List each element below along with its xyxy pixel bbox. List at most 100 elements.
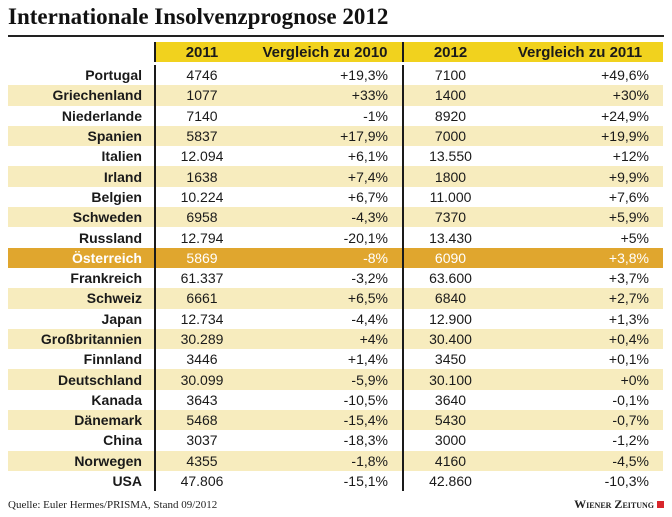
value-2011-cell: 6958 xyxy=(154,207,248,228)
change-2011-cell: +5% xyxy=(620,229,649,246)
country-cell: USA xyxy=(112,473,142,490)
value-2011-cell: 47.806 xyxy=(154,470,248,492)
change-2010-cell: +7,4% xyxy=(248,166,403,187)
table-row: Frankreich 61.337 -3,2% 63.600 +3,7% xyxy=(8,267,663,289)
change-2011-cell: +0% xyxy=(497,369,663,390)
table-row: Griechenland 1077 +33% 1400 +30% xyxy=(8,85,663,106)
country-cell: Irland xyxy=(8,166,155,187)
country-cell: Russland xyxy=(78,229,142,246)
change-2010-cell: -15,1% xyxy=(343,473,388,490)
change-2011-cell: +3,7% xyxy=(608,270,649,287)
chart-title: Internationale Insolvenzprognose 2012 xyxy=(8,4,389,29)
value-2011-cell: 10.224 xyxy=(154,186,248,208)
value-2011-cell: 4746 xyxy=(154,63,248,86)
value-2012-cell: 30.400 xyxy=(402,328,497,350)
value-2012-cell: 11.000 xyxy=(402,186,497,208)
change-2011-cell: +30% xyxy=(497,85,663,106)
change-2010-cell: -1% xyxy=(363,107,388,124)
country-cell: Griechenland xyxy=(8,85,155,106)
header-change-2011: Vergleich zu 2011 xyxy=(497,42,663,65)
change-2010-cell: -20,1% xyxy=(343,229,388,246)
value-2012-cell: 7000 xyxy=(402,125,497,147)
change-2010-cell: +1,4% xyxy=(347,351,388,368)
value-2012-cell: 4160 xyxy=(402,450,497,471)
value-2012-cell: 8920 xyxy=(402,105,497,126)
change-2010-cell: +17,9% xyxy=(248,125,403,147)
header-row: 2011 Vergleich zu 2010 2012 Vergleich zu… xyxy=(8,42,663,65)
value-2012-cell: 13.430 xyxy=(402,227,497,248)
table-row: Italien 12.094 +6,1% 13.550 +12% xyxy=(8,146,663,167)
header-country xyxy=(8,42,155,65)
change-2011-cell: +24,9% xyxy=(601,107,649,124)
change-2010-cell: +19,3% xyxy=(340,67,388,84)
country-cell: China xyxy=(103,432,142,449)
brand-logo: Wiener Zeitung xyxy=(574,497,664,512)
country-cell: Deutschland xyxy=(8,369,155,390)
source-note: Quelle: Euler Hermes/PRISMA, Stand 09/20… xyxy=(8,499,218,511)
change-2011-cell: +49,6% xyxy=(601,67,649,84)
brand-square-icon xyxy=(657,501,664,508)
value-2012-cell: 13.550 xyxy=(402,146,497,167)
country-cell: Finnland xyxy=(83,351,142,368)
header-change-2010: Vergleich zu 2010 xyxy=(248,42,403,65)
country-cell: Frankreich xyxy=(70,270,142,287)
change-2010-cell: +6,7% xyxy=(347,188,388,205)
value-2012-cell: 7100 xyxy=(402,63,497,86)
change-2011-cell: +19,9% xyxy=(497,125,663,147)
value-2011-cell: 30.099 xyxy=(154,369,248,390)
table-row: China 3037 -18,3% 3000 -1,2% xyxy=(8,430,663,451)
table-row: Finnland 3446 +1,4% 3450 +0,1% xyxy=(8,349,663,370)
change-2011-cell: -1,2% xyxy=(612,432,649,449)
change-2010-cell: +6,1% xyxy=(347,148,388,165)
country-cell: Dänemark xyxy=(8,410,155,431)
change-2010-cell: -5,9% xyxy=(248,369,403,390)
change-2011-cell: +3,8% xyxy=(497,247,663,268)
change-2010-cell: -1,8% xyxy=(248,450,403,471)
value-2011-cell: 3446 xyxy=(154,349,248,370)
table-row: Russland 12.794 -20,1% 13.430 +5% xyxy=(8,227,663,248)
table-row: Schweden 6958 -4,3% 7370 +5,9% xyxy=(8,207,663,228)
change-2011-cell: -0,7% xyxy=(497,410,663,431)
change-2010-cell: -10,5% xyxy=(343,391,388,408)
header-2011: 2011 xyxy=(154,42,248,65)
table-row: Spanien 5837 +17,9% 7000 +19,9% xyxy=(8,125,663,147)
value-2011-cell: 12.094 xyxy=(154,146,248,167)
country-cell: Italien xyxy=(101,148,142,165)
country-cell: Großbritannien xyxy=(8,328,155,350)
value-2012-cell: 63.600 xyxy=(402,267,497,289)
change-2010-cell: -8% xyxy=(248,247,403,268)
change-2011-cell: +9,9% xyxy=(497,166,663,187)
value-2012-cell: 6840 xyxy=(402,288,497,309)
change-2011-cell: -4,5% xyxy=(497,450,663,471)
value-2011-cell: 1638 xyxy=(154,166,248,187)
country-cell: Schweden xyxy=(8,207,155,228)
value-2011-cell: 30.289 xyxy=(154,328,248,350)
header-2012: 2012 xyxy=(402,42,497,65)
country-cell: Norwegen xyxy=(8,450,155,471)
value-2011-cell: 1077 xyxy=(154,85,248,106)
country-cell: Spanien xyxy=(8,125,155,147)
value-2011-cell: 7140 xyxy=(154,105,248,126)
table-row: Kanada 3643 -10,5% 3640 -0,1% xyxy=(8,389,663,411)
table-row: Österreich 5869 -8% 6090 +3,8% xyxy=(8,247,663,268)
value-2012-cell: 3640 xyxy=(402,389,497,411)
table-row: Schweiz 6661 +6,5% 6840 +2,7% xyxy=(8,288,663,309)
value-2012-cell: 42.860 xyxy=(402,470,497,492)
table-row: Portugal 4746 +19,3% 7100 +49,6% xyxy=(8,63,663,86)
country-cell: Belgien xyxy=(91,188,142,205)
change-2011-cell: +5,9% xyxy=(497,207,663,228)
value-2011-cell: 5869 xyxy=(154,247,248,268)
table-row: Dänemark 5468 -15,4% 5430 -0,7% xyxy=(8,410,663,431)
table-row: Japan 12.734 -4,4% 12.900 +1,3% xyxy=(8,308,663,329)
value-2011-cell: 61.337 xyxy=(154,267,248,289)
value-2011-cell: 12.734 xyxy=(154,308,248,329)
country-cell: Schweiz xyxy=(8,288,155,309)
value-2012-cell: 6090 xyxy=(402,247,497,268)
change-2010-cell: -3,2% xyxy=(351,270,388,287)
change-2011-cell: +2,7% xyxy=(497,288,663,309)
change-2011-cell: +0,4% xyxy=(497,328,663,350)
change-2011-cell: -10,3% xyxy=(604,473,649,490)
value-2011-cell: 4355 xyxy=(154,450,248,471)
value-2012-cell: 1800 xyxy=(402,166,497,187)
table-row: Deutschland 30.099 -5,9% 30.100 +0% xyxy=(8,369,663,390)
